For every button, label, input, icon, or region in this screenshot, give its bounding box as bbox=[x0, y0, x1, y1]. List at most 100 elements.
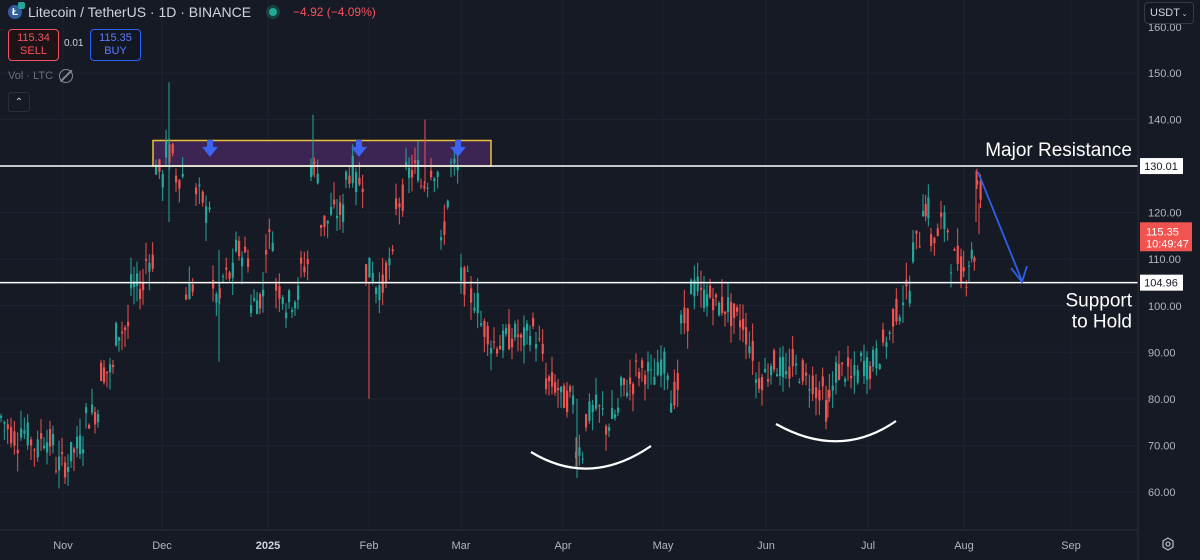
candle-body bbox=[585, 414, 588, 428]
candle-body bbox=[420, 185, 423, 187]
candle-body bbox=[33, 449, 36, 451]
buy-button[interactable]: 115.35 BUY bbox=[90, 29, 141, 61]
candle-body bbox=[294, 302, 297, 309]
candle-body bbox=[247, 258, 250, 267]
candle-body bbox=[139, 288, 142, 299]
candle-body bbox=[902, 302, 905, 306]
grid-lines bbox=[0, 0, 1138, 530]
candle-body bbox=[950, 272, 953, 274]
rounded-bottom-arc-apr bbox=[530, 445, 652, 470]
candle-body bbox=[97, 414, 100, 423]
candle-body bbox=[918, 246, 921, 248]
projection-arrow-line bbox=[977, 171, 1023, 282]
candle-body bbox=[588, 401, 591, 421]
candle-body bbox=[724, 311, 727, 314]
candle-body bbox=[885, 342, 888, 347]
chevron-up-icon: ⌃ bbox=[14, 96, 24, 108]
candle-body bbox=[647, 361, 650, 372]
candle-body bbox=[632, 384, 635, 395]
candle-body bbox=[222, 275, 225, 277]
candle-body bbox=[915, 230, 918, 234]
candle-body bbox=[23, 430, 26, 434]
hidden-eye-icon[interactable] bbox=[59, 69, 74, 83]
candle-body bbox=[70, 441, 73, 462]
candle-body bbox=[112, 364, 115, 368]
candle-body bbox=[55, 470, 58, 472]
candle-body bbox=[365, 264, 368, 283]
candle-body bbox=[882, 329, 885, 343]
candle-body bbox=[650, 369, 653, 371]
candle-body bbox=[486, 325, 489, 345]
candle-body bbox=[493, 341, 496, 343]
candle-body bbox=[795, 363, 798, 366]
candle-body bbox=[253, 298, 256, 301]
candle-body bbox=[755, 379, 758, 383]
candle-body bbox=[250, 305, 253, 313]
candle-body bbox=[178, 180, 181, 189]
candle-body bbox=[523, 327, 526, 346]
candle-body bbox=[680, 314, 683, 324]
candle-body bbox=[291, 310, 294, 312]
candle-body bbox=[351, 155, 354, 184]
symbol-title[interactable]: Litecoin / TetherUS · 1D · BINANCE bbox=[28, 4, 252, 20]
candle-body bbox=[818, 389, 821, 401]
candle-body bbox=[395, 198, 398, 210]
candle-body bbox=[908, 290, 911, 304]
candle-body bbox=[288, 290, 291, 303]
collapse-legend-button[interactable]: ⌃ bbox=[8, 92, 30, 112]
candle-body bbox=[847, 357, 850, 367]
candle-body bbox=[13, 431, 16, 446]
settings-gear-icon[interactable] bbox=[1161, 537, 1175, 551]
candle-body bbox=[323, 215, 326, 227]
price-tick: 70.00 bbox=[1148, 440, 1176, 452]
candle-body bbox=[417, 159, 420, 181]
candle-body bbox=[520, 334, 523, 338]
candle-body bbox=[940, 212, 943, 217]
candle-body bbox=[541, 343, 544, 354]
candle-body bbox=[866, 357, 869, 380]
candle-body bbox=[388, 258, 391, 266]
resistance-zone bbox=[152, 139, 492, 167]
candle-body bbox=[712, 298, 715, 311]
candle-body bbox=[73, 448, 76, 453]
candle-body bbox=[446, 200, 449, 208]
candle-body bbox=[693, 279, 696, 297]
current-price-text: 115.35 bbox=[1146, 226, 1179, 238]
candle-body bbox=[124, 327, 127, 331]
support-label-line1: Support bbox=[1065, 291, 1132, 312]
candle-body bbox=[529, 336, 532, 346]
sell-button[interactable]: 115.34 SELL bbox=[8, 29, 59, 61]
candle-body bbox=[88, 424, 91, 429]
candle-body bbox=[805, 372, 808, 376]
candle-body bbox=[313, 161, 316, 164]
candle-body bbox=[758, 378, 761, 389]
candle-body bbox=[320, 224, 323, 228]
candle-body bbox=[898, 317, 901, 322]
candle-body bbox=[496, 348, 499, 354]
candle-body bbox=[208, 207, 211, 210]
volume-indicator[interactable]: Vol · LTC bbox=[8, 69, 74, 83]
candle-body bbox=[136, 273, 139, 286]
currency-select[interactable]: USDT ⌄ bbox=[1144, 2, 1194, 24]
candle-body bbox=[241, 257, 244, 267]
candle-body bbox=[782, 356, 785, 378]
candle-body bbox=[480, 323, 483, 326]
candle-body bbox=[271, 242, 274, 251]
candle-body bbox=[115, 323, 118, 346]
candle-body bbox=[218, 288, 221, 299]
candle-body bbox=[278, 286, 281, 299]
candle-body bbox=[715, 294, 718, 298]
candle-body bbox=[860, 352, 863, 357]
candle-body bbox=[601, 408, 604, 410]
price-tick: 100.00 bbox=[1148, 301, 1182, 313]
candle-body bbox=[368, 257, 371, 278]
candle-body bbox=[285, 312, 288, 319]
candle-body bbox=[238, 240, 241, 257]
candle-body bbox=[517, 334, 520, 338]
candle-body bbox=[16, 449, 19, 454]
buy-price: 115.35 bbox=[99, 32, 132, 44]
candle-body bbox=[228, 272, 231, 279]
price-tick: 90.00 bbox=[1148, 347, 1176, 359]
